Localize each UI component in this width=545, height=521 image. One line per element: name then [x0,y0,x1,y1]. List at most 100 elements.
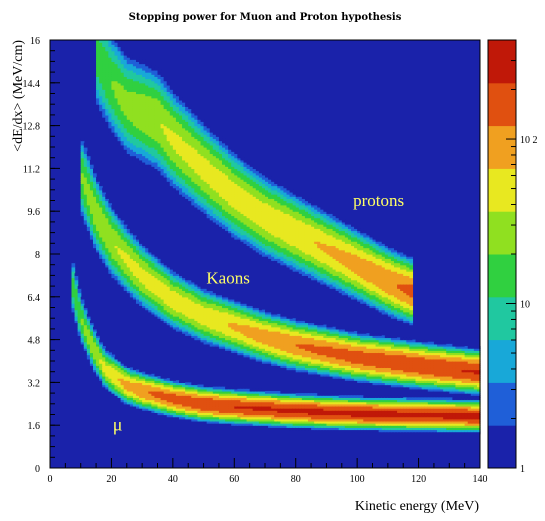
heatmap-cell [194,399,199,403]
heatmap-cell [212,185,217,189]
heatmap-cell [71,279,76,283]
heatmap-cell [129,271,134,274]
heatmap-cell [166,136,171,140]
heatmap-cell [160,275,165,279]
heatmap-cell [99,65,103,69]
heatmap-cell [179,125,183,129]
heatmap-cell [209,390,214,394]
heatmap-cell [93,191,97,195]
heatmap-cell [151,384,156,388]
heatmap-cell [206,200,211,204]
heatmap-cell [203,412,208,416]
heatmap-cell [132,273,137,276]
heatmap-cell [117,57,122,60]
heatmap-cell [132,286,137,289]
heatmap-cell [185,298,189,302]
heatmap-cell [80,339,85,343]
heatmap-cell [89,228,94,232]
heatmap-cell [163,410,168,413]
heatmap-cell [172,174,177,178]
heatmap-cell [96,67,100,71]
heatmap-cell [200,129,205,133]
heatmap-cell [175,303,180,306]
heatmap-cell [209,157,214,161]
heatmap-cell [179,313,183,317]
heatmap-cell [139,399,143,403]
heatmap-cell [123,395,128,398]
heatmap-cell [120,78,125,82]
heatmap-cell [203,166,208,169]
heatmap-cell [93,328,97,332]
heatmap-cell [212,189,217,193]
heatmap-cell [139,123,143,127]
heatmap-cell [200,320,205,324]
heatmap-cell [114,125,119,129]
heatmap-cell [212,140,217,144]
heatmap-cell [77,324,82,328]
heatmap-cell [215,298,220,302]
heatmap-cell [99,236,103,240]
heatmap-cell [175,296,180,300]
heatmap-cell [111,256,116,259]
heatmap-cell [218,170,223,174]
heatmap-cell [142,245,146,249]
heatmap-cell [93,211,97,214]
heatmap-cell [200,316,205,319]
heatmap-cell [157,301,162,304]
heatmap-cell [191,296,195,300]
heatmap-cell [197,416,202,420]
heatmap-cell [117,380,122,383]
heatmap-cell [93,198,97,202]
heatmap-cell [151,89,156,92]
heatmap-cell [111,363,116,366]
heatmap-cell [86,228,91,232]
heatmap-cell [166,412,171,416]
heatmap-cell [117,80,122,84]
heatmap-cell [132,157,137,161]
heatmap-cell [111,378,116,381]
heatmap-cell [169,127,174,131]
heatmap-cell [129,236,134,240]
heatmap-cell [111,106,116,110]
heatmap-cell [136,275,140,279]
heatmap-cell [166,153,171,157]
heatmap-cell [160,298,165,302]
heatmap-cell [105,125,109,129]
heatmap-cell [215,147,220,150]
heatmap-cell [105,232,109,236]
heatmap-cell [169,401,174,405]
heatmap-cell [86,339,91,343]
heatmap-cell [203,215,208,219]
heatmap-cell [136,388,140,392]
heatmap-cell [215,388,220,392]
heatmap-cell [197,420,202,424]
heatmap-cell [126,390,131,394]
heatmap-cell [145,393,149,396]
heatmap-cell [99,245,103,249]
heatmap-cell [136,266,140,270]
heatmap-cell [218,179,223,182]
heatmap-cell [96,82,100,86]
heatmap-cell [209,183,214,187]
heatmap-cell [191,140,195,144]
heatmap-cell [126,290,131,294]
heatmap-cell [139,397,143,401]
heatmap-cell [197,298,202,302]
heatmap-cell [157,134,162,137]
heatmap-cell [203,181,208,184]
heatmap-cell [123,249,128,253]
heatmap-cell [111,129,116,133]
heatmap-cell [163,294,168,298]
heatmap-cell [218,311,223,315]
heatmap-cell [129,117,134,120]
heatmap-cell [108,46,113,50]
heatmap-cell [169,144,174,148]
heatmap-cell [120,221,125,225]
heatmap-cell [142,138,146,142]
heatmap-cell [136,155,140,159]
heatmap-cell [111,354,116,358]
heatmap-cell [96,348,100,351]
heatmap-cell [129,149,134,152]
heatmap-cell [209,179,214,182]
